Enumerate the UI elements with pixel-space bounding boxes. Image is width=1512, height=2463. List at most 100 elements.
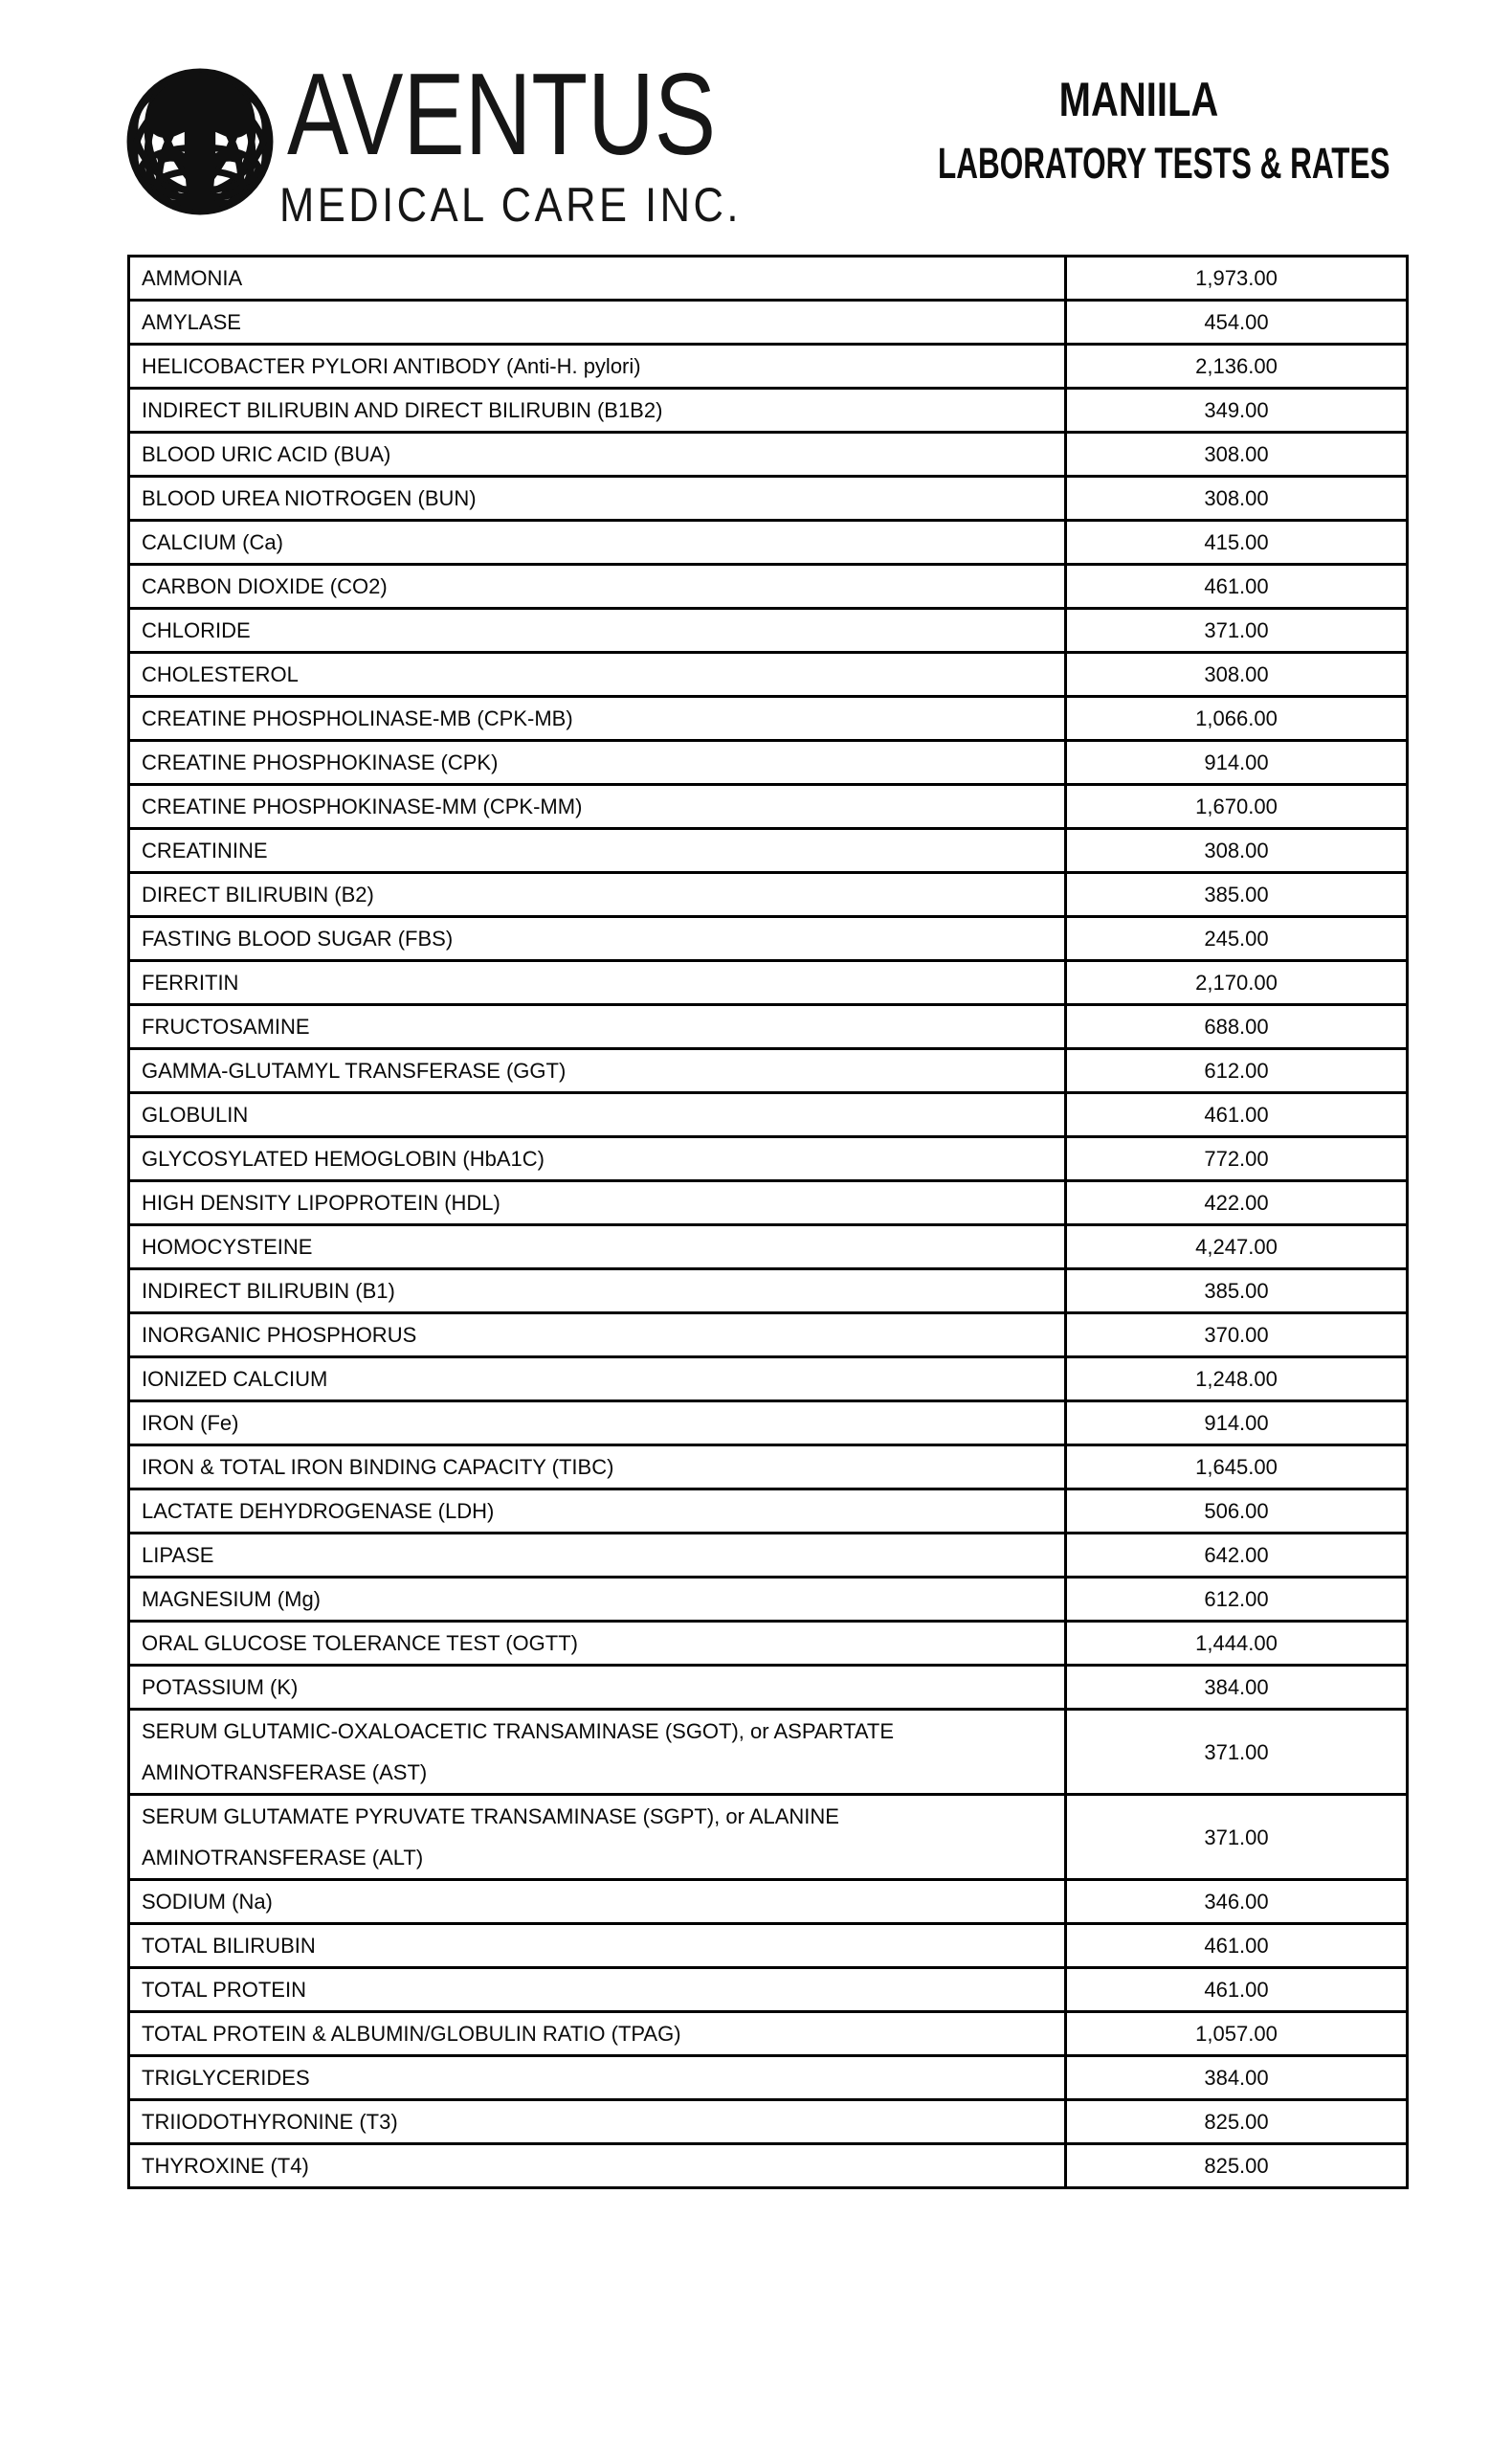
- rate-value-cell: 308.00: [1064, 827, 1409, 874]
- tree-globe-logo-icon: [126, 68, 274, 215]
- test-name-cell: IRON (Fe): [127, 1399, 1067, 1446]
- table-row: AMYLASE 454.00: [127, 299, 1409, 346]
- document-header: AVENTUS MEDICAL CARE INC. MANIILA LABORA…: [0, 0, 1512, 255]
- table-row: INDIRECT BILIRUBIN (B1) 385.00: [127, 1267, 1409, 1314]
- rate-value-cell: 349.00: [1064, 387, 1409, 434]
- rate-value-cell: 308.00: [1064, 431, 1409, 478]
- test-name-cell: FASTING BLOOD SUGAR (FBS): [127, 915, 1067, 962]
- test-name-cell: SERUM GLUTAMIC-OXALOACETIC TRANSAMINASE …: [127, 1708, 1067, 1796]
- test-name-cell: HIGH DENSITY LIPOPROTEIN (HDL): [127, 1179, 1067, 1226]
- rate-value-cell: 461.00: [1064, 1091, 1409, 1138]
- rate-value-cell: 642.00: [1064, 1532, 1409, 1579]
- rate-value-cell: 506.00: [1064, 1488, 1409, 1534]
- rate-value-cell: 371.00: [1064, 607, 1409, 654]
- rate-value-cell: 1,057.00: [1064, 2010, 1409, 2057]
- table-row: INORGANIC PHOSPHORUS 370.00: [127, 1311, 1409, 1358]
- test-name-cell: THYROXINE (T4): [127, 2142, 1067, 2189]
- table-row: INDIRECT BILIRUBIN AND DIRECT BILIRUBIN …: [127, 387, 1409, 434]
- rate-value-cell: 688.00: [1064, 1003, 1409, 1050]
- test-name-cell: GLOBULIN: [127, 1091, 1067, 1138]
- table-row: TOTAL BILIRUBIN 461.00: [127, 1922, 1409, 1969]
- test-name-cell: IONIZED CALCIUM: [127, 1355, 1067, 1402]
- rate-value-cell: 454.00: [1064, 299, 1409, 346]
- table-row: FERRITIN 2,170.00: [127, 959, 1409, 1006]
- document-title-block: MANIILA LABORATORY TESTS & RATES: [852, 75, 1426, 186]
- test-name-cell: CREATINE PHOSPHOKINASE-MM (CPK-MM): [127, 783, 1067, 830]
- rate-value-cell: 914.00: [1064, 739, 1409, 786]
- table-row: CHLORIDE 371.00: [127, 607, 1409, 654]
- table-row: IRON (Fe) 914.00: [127, 1399, 1409, 1446]
- lab-rates-table-body: AMMONIA 1,973.00 AMYLASE 454.00 HELICOBA…: [127, 255, 1409, 2189]
- rate-value-cell: 422.00: [1064, 1179, 1409, 1226]
- rate-value-cell: 1,066.00: [1064, 695, 1409, 742]
- table-row: GAMMA-GLUTAMYL TRANSFERASE (GGT) 612.00: [127, 1047, 1409, 1094]
- table-row: HELICOBACTER PYLORI ANTIBODY (Anti-H. py…: [127, 343, 1409, 390]
- rate-value-cell: 1,444.00: [1064, 1620, 1409, 1667]
- table-row: SERUM GLUTAMIC-OXALOACETIC TRANSAMINASE …: [127, 1708, 1409, 1796]
- rate-value-cell: 371.00: [1064, 1793, 1409, 1881]
- test-name-cell: GLYCOSYLATED HEMOGLOBIN (HbA1C): [127, 1135, 1067, 1182]
- test-name-cell: DIRECT BILIRUBIN (B2): [127, 871, 1067, 918]
- test-name-cell: FERRITIN: [127, 959, 1067, 1006]
- table-row: CARBON DIOXIDE (CO2) 461.00: [127, 563, 1409, 610]
- table-row: GLYCOSYLATED HEMOGLOBIN (HbA1C) 772.00: [127, 1135, 1409, 1182]
- table-row: IRON & TOTAL IRON BINDING CAPACITY (TIBC…: [127, 1444, 1409, 1490]
- rate-value-cell: 2,170.00: [1064, 959, 1409, 1006]
- rate-value-cell: 245.00: [1064, 915, 1409, 962]
- rate-value-cell: 461.00: [1064, 1922, 1409, 1969]
- test-name-cell: CREATINE PHOSPHOKINASE (CPK): [127, 739, 1067, 786]
- test-name-cell: BLOOD UREA NIOTROGEN (BUN): [127, 475, 1067, 522]
- rate-value-cell: 612.00: [1064, 1576, 1409, 1623]
- test-name-cell: IRON & TOTAL IRON BINDING CAPACITY (TIBC…: [127, 1444, 1067, 1490]
- rate-value-cell: 1,973.00: [1064, 255, 1409, 302]
- test-name-cell: CHLORIDE: [127, 607, 1067, 654]
- test-name-cell: TRIGLYCERIDES: [127, 2054, 1067, 2101]
- test-name-cell: ORAL GLUCOSE TOLERANCE TEST (OGTT): [127, 1620, 1067, 1667]
- rate-value-cell: 1,670.00: [1064, 783, 1409, 830]
- test-name-cell: TOTAL PROTEIN & ALBUMIN/GLOBULIN RATIO (…: [127, 2010, 1067, 2057]
- rate-value-cell: 371.00: [1064, 1708, 1409, 1796]
- rate-value-cell: 2,136.00: [1064, 343, 1409, 390]
- lab-rates-table: AMMONIA 1,973.00 AMYLASE 454.00 HELICOBA…: [127, 255, 1409, 2189]
- table-row: GLOBULIN 461.00: [127, 1091, 1409, 1138]
- test-name-cell: GAMMA-GLUTAMYL TRANSFERASE (GGT): [127, 1047, 1067, 1094]
- test-name-cell: CREATINE PHOSPHOLINASE-MB (CPK-MB): [127, 695, 1067, 742]
- test-name-cell: INORGANIC PHOSPHORUS: [127, 1311, 1067, 1358]
- table-row: CREATINE PHOSPHOLINASE-MB (CPK-MB) 1,066…: [127, 695, 1409, 742]
- table-row: IONIZED CALCIUM 1,248.00: [127, 1355, 1409, 1402]
- table-row: CREATINE PHOSPHOKINASE-MM (CPK-MM) 1,670…: [127, 783, 1409, 830]
- rate-value-cell: 385.00: [1064, 871, 1409, 918]
- table-row: MAGNESIUM (Mg) 612.00: [127, 1576, 1409, 1623]
- table-row: CHOLESTEROL 308.00: [127, 651, 1409, 698]
- table-row: FRUCTOSAMINE 688.00: [127, 1003, 1409, 1050]
- title-branch: MANIILA: [1058, 73, 1219, 126]
- rate-value-cell: 914.00: [1064, 1399, 1409, 1446]
- table-row: HIGH DENSITY LIPOPROTEIN (HDL) 422.00: [127, 1179, 1409, 1226]
- test-name-cell: FRUCTOSAMINE: [127, 1003, 1067, 1050]
- rate-value-cell: 415.00: [1064, 519, 1409, 566]
- rate-value-cell: 825.00: [1064, 2142, 1409, 2189]
- table-row: BLOOD URIC ACID (BUA) 308.00: [127, 431, 1409, 478]
- test-name-cell: INDIRECT BILIRUBIN AND DIRECT BILIRUBIN …: [127, 387, 1067, 434]
- rate-value-cell: 461.00: [1064, 1966, 1409, 2013]
- rate-value-cell: 612.00: [1064, 1047, 1409, 1094]
- table-row: TOTAL PROTEIN & ALBUMIN/GLOBULIN RATIO (…: [127, 2010, 1409, 2057]
- rate-value-cell: 346.00: [1064, 1878, 1409, 1925]
- rate-value-cell: 308.00: [1064, 475, 1409, 522]
- test-name-cell: LIPASE: [127, 1532, 1067, 1579]
- rate-value-cell: 385.00: [1064, 1267, 1409, 1314]
- table-row: CREATINE PHOSPHOKINASE (CPK) 914.00: [127, 739, 1409, 786]
- test-name-cell: HELICOBACTER PYLORI ANTIBODY (Anti-H. py…: [127, 343, 1067, 390]
- table-row: ORAL GLUCOSE TOLERANCE TEST (OGTT) 1,444…: [127, 1620, 1409, 1667]
- rate-value-cell: 308.00: [1064, 651, 1409, 698]
- test-name-cell: LACTATE DEHYDROGENASE (LDH): [127, 1488, 1067, 1534]
- rate-value-cell: 4,247.00: [1064, 1223, 1409, 1270]
- test-name-cell: INDIRECT BILIRUBIN (B1): [127, 1267, 1067, 1314]
- test-name-cell: TOTAL PROTEIN: [127, 1966, 1067, 2013]
- rate-value-cell: 825.00: [1064, 2098, 1409, 2145]
- rate-value-cell: 370.00: [1064, 1311, 1409, 1358]
- rate-value-cell: 384.00: [1064, 1664, 1409, 1711]
- test-name-cell: CHOLESTEROL: [127, 651, 1067, 698]
- company-name: AVENTUS: [287, 49, 717, 179]
- test-name-cell: SODIUM (Na): [127, 1878, 1067, 1925]
